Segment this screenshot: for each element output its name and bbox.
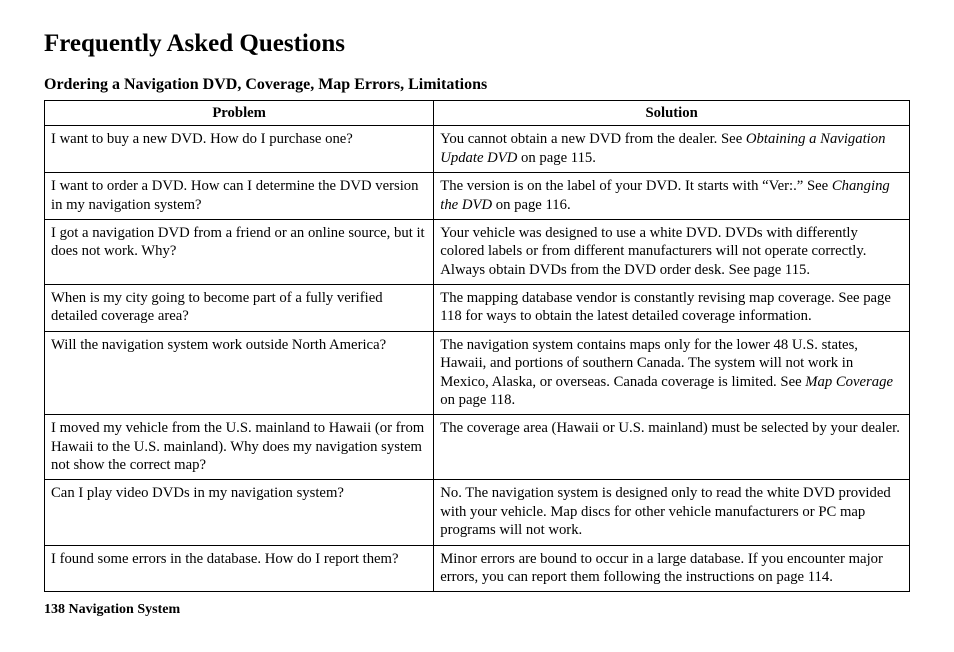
solution-text: The coverage area (Hawaii or U.S. mainla… (440, 420, 900, 436)
table-row: I got a navigation DVD from a friend or … (45, 219, 910, 284)
solution-text: Minor errors are bound to occur in a lar… (440, 551, 883, 585)
table-row: When is my city going to become part of … (45, 285, 910, 332)
table-row: I found some errors in the database. How… (45, 545, 910, 592)
column-header-solution: Solution (434, 101, 910, 126)
solution-cell: You cannot obtain a new DVD from the dea… (434, 126, 910, 173)
section-title: Ordering a Navigation DVD, Coverage, Map… (44, 76, 910, 94)
problem-cell: When is my city going to become part of … (45, 285, 434, 332)
solution-text: You cannot obtain a new DVD from the dea… (440, 131, 746, 147)
manual-page: Frequently Asked Questions Ordering a Na… (0, 0, 954, 652)
solution-text: on page 118. (440, 392, 515, 408)
page-number: 138 (44, 602, 65, 617)
solution-cell: Minor errors are bound to occur in a lar… (434, 545, 910, 592)
solution-cell: No. The navigation system is designed on… (434, 480, 910, 545)
footer-title: Navigation System (69, 602, 181, 617)
page-footer: 138 Navigation System (44, 602, 180, 618)
problem-cell: I got a navigation DVD from a friend or … (45, 219, 434, 284)
solution-text: The version is on the label of your DVD.… (440, 178, 832, 194)
faq-table: Problem Solution I want to buy a new DVD… (44, 100, 910, 592)
problem-cell: Can I play video DVDs in my navigation s… (45, 480, 434, 545)
solution-cell: The navigation system contains maps only… (434, 331, 910, 415)
solution-text: on page 116. (492, 197, 571, 213)
problem-cell: I moved my vehicle from the U.S. mainlan… (45, 415, 434, 480)
table-row: I want to order a DVD. How can I determi… (45, 173, 910, 220)
solution-text: The mapping database vendor is constantl… (440, 290, 891, 324)
solution-cell: Your vehicle was designed to use a white… (434, 219, 910, 284)
solution-cell: The coverage area (Hawaii or U.S. mainla… (434, 415, 910, 480)
solution-text: The navigation system contains maps only… (440, 337, 858, 390)
table-row: I moved my vehicle from the U.S. mainlan… (45, 415, 910, 480)
table-row: Can I play video DVDs in my navigation s… (45, 480, 910, 545)
page-title: Frequently Asked Questions (44, 30, 910, 58)
problem-cell: I want to order a DVD. How can I determi… (45, 173, 434, 220)
solution-text-italic: Map Coverage (805, 374, 893, 390)
problem-cell: I want to buy a new DVD. How do I purcha… (45, 126, 434, 173)
table-header-row: Problem Solution (45, 101, 910, 126)
solution-text: on page 115. (517, 150, 596, 166)
problem-cell: Will the navigation system work outside … (45, 331, 434, 415)
solution-cell: The version is on the label of your DVD.… (434, 173, 910, 220)
table-row: Will the navigation system work outside … (45, 331, 910, 415)
problem-cell: I found some errors in the database. How… (45, 545, 434, 592)
solution-text: No. The navigation system is designed on… (440, 485, 890, 538)
column-header-problem: Problem (45, 101, 434, 126)
table-row: I want to buy a new DVD. How do I purcha… (45, 126, 910, 173)
solution-cell: The mapping database vendor is constantl… (434, 285, 910, 332)
solution-text: Your vehicle was designed to use a white… (440, 225, 866, 278)
